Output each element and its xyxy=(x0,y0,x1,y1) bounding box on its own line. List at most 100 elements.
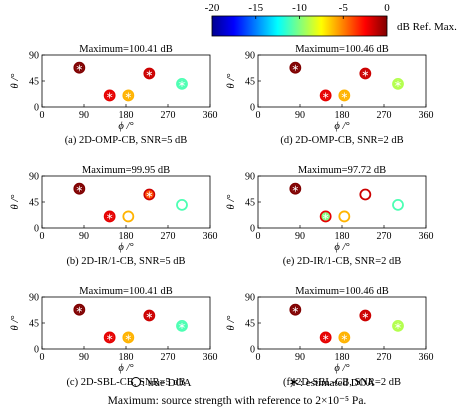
open-circle-icon xyxy=(131,377,141,387)
colorbar-tick-label: 0 xyxy=(384,2,390,14)
x-tick-label: 180 xyxy=(335,231,350,242)
true-doa-marker xyxy=(73,61,86,74)
estimated-doa-asterisk xyxy=(292,185,299,192)
estimated-doa-asterisk xyxy=(179,80,185,87)
y-axis-label: θ /° xyxy=(10,194,21,210)
panel-title: Maximum=97.72 dB xyxy=(298,165,386,176)
x-axis-label: ϕ /° xyxy=(118,242,134,253)
true-doa-marker xyxy=(176,198,188,211)
true-doa-marker xyxy=(143,309,156,322)
x-tick-label: 0 xyxy=(40,231,45,242)
chart-panel: Maximum=100.46 dB 0 90 180 270 360 0 45 90 ϕ /° θ … xyxy=(226,286,434,388)
x-axis-label: ϕ /° xyxy=(334,121,350,132)
y-tick-label: 90 xyxy=(29,172,39,183)
x-axis-label: ϕ /° xyxy=(334,363,350,374)
panel-caption: (c) 2D-SBL-CB, SNR=5 dB xyxy=(66,377,185,388)
true-doa-marker xyxy=(392,198,404,211)
y-tick-label: 45 xyxy=(29,319,39,330)
x-tick-label: 90 xyxy=(295,110,305,121)
estimated-doa-asterisk xyxy=(125,334,132,341)
true-doa-marker xyxy=(73,182,86,195)
y-tick-label: 90 xyxy=(29,293,39,304)
y-tick-label: 45 xyxy=(245,319,255,330)
estimated-doa-asterisk xyxy=(146,191,153,198)
y-tick-label: 45 xyxy=(29,198,39,209)
colorbar: -20 -15 -10 -5 0 dB Ref. Max. xyxy=(205,2,457,37)
plot-area xyxy=(257,175,427,229)
x-axis-label: ϕ /° xyxy=(118,363,134,374)
estimated-doa-asterisk xyxy=(125,92,132,99)
x-tick-label: 270 xyxy=(377,231,392,242)
x-axis-label: ϕ /° xyxy=(118,121,134,132)
x-tick-label: 270 xyxy=(161,231,176,242)
estimated-doa-asterisk xyxy=(106,334,113,341)
y-axis-label: θ /° xyxy=(226,194,237,210)
panels: Maximum=100.41 dB 0 90 180 270 360 0 45 90 ϕ /° θ … xyxy=(10,44,434,388)
y-tick-label: 45 xyxy=(29,77,39,88)
x-tick-label: 90 xyxy=(79,110,89,121)
panel-caption: (a) 2D-OMP-CB, SNR=5 dB xyxy=(65,135,188,146)
x-axis-label: ϕ /° xyxy=(334,242,350,253)
x-tick-label: 360 xyxy=(203,352,218,363)
x-tick-label: 180 xyxy=(335,110,350,121)
estimated-doa-asterisk xyxy=(362,70,369,77)
true-doa-marker xyxy=(359,67,372,80)
y-tick-label: 0 xyxy=(250,103,255,114)
x-tick-label: 360 xyxy=(419,110,434,121)
colorbar-tick-label: -15 xyxy=(248,2,263,14)
y-axis-label: θ /° xyxy=(226,73,237,89)
estimated-doa-asterisk xyxy=(106,92,113,99)
y-tick-label: 45 xyxy=(245,198,255,209)
y-tick-label: 90 xyxy=(29,51,39,62)
estimated-doa-asterisk xyxy=(106,213,113,220)
true-doa-marker xyxy=(289,61,302,74)
true-doa-marker xyxy=(319,89,332,102)
estimated-doa-asterisk xyxy=(322,334,329,341)
true-doa-marker xyxy=(143,67,156,80)
estimated-doa-asterisk xyxy=(76,64,83,71)
panel-caption: (b) 2D-IR/1-CB, SNR=5 dB xyxy=(66,256,185,267)
chart-panel: Maximum=97.72 dB 0 90 180 270 360 0 45 90 ϕ /° θ /… xyxy=(226,165,434,267)
true-doa-marker xyxy=(73,303,86,316)
true-doa-marker xyxy=(392,77,404,90)
y-axis-label: θ /° xyxy=(226,315,237,331)
y-tick-label: 90 xyxy=(245,51,255,62)
y-tick-label: 90 xyxy=(245,172,255,183)
x-tick-label: 270 xyxy=(161,110,176,121)
colorbar-tick-label: -5 xyxy=(339,2,349,14)
x-tick-label: 360 xyxy=(419,352,434,363)
panel-title: Maximum=100.41 dB xyxy=(79,44,172,55)
estimated-doa-asterisk xyxy=(322,92,329,99)
panel-title: Maximum=99.95 dB xyxy=(82,165,170,176)
asterisk-icon xyxy=(290,378,298,386)
y-tick-label: 0 xyxy=(34,345,39,356)
true-doa-marker xyxy=(103,210,116,223)
x-tick-label: 0 xyxy=(256,352,261,363)
y-tick-label: 0 xyxy=(250,345,255,356)
true-doa-marker xyxy=(176,77,188,90)
x-tick-label: 0 xyxy=(40,352,45,363)
true-doa-marker xyxy=(122,331,135,344)
true-doa-marker xyxy=(359,309,372,322)
estimated-doa-asterisk xyxy=(292,306,299,313)
x-tick-label: 180 xyxy=(119,352,134,363)
true-doa-marker xyxy=(392,319,404,332)
x-tick-label: 90 xyxy=(79,352,89,363)
chart-panel: Maximum=100.46 dB 0 90 180 270 360 0 45 90 ϕ /° θ … xyxy=(226,44,434,146)
true-doa-marker xyxy=(319,331,332,344)
x-tick-label: 270 xyxy=(377,352,392,363)
y-tick-label: 0 xyxy=(34,224,39,235)
x-tick-label: 180 xyxy=(119,110,134,121)
x-tick-label: 90 xyxy=(295,231,305,242)
estimated-doa-asterisk xyxy=(362,312,369,319)
true-doa-marker xyxy=(103,331,116,344)
chart-panel: Maximum=99.95 dB 0 90 180 270 360 0 45 90 ϕ /° θ /… xyxy=(10,165,218,267)
true-doa-marker xyxy=(338,210,351,223)
estimated-doa-asterisk xyxy=(146,70,153,77)
y-tick-label: 0 xyxy=(34,103,39,114)
true-doa-marker xyxy=(338,331,351,344)
x-tick-label: 270 xyxy=(161,352,176,363)
x-tick-label: 270 xyxy=(377,110,392,121)
x-tick-label: 90 xyxy=(295,352,305,363)
true-doa-marker xyxy=(289,303,302,316)
